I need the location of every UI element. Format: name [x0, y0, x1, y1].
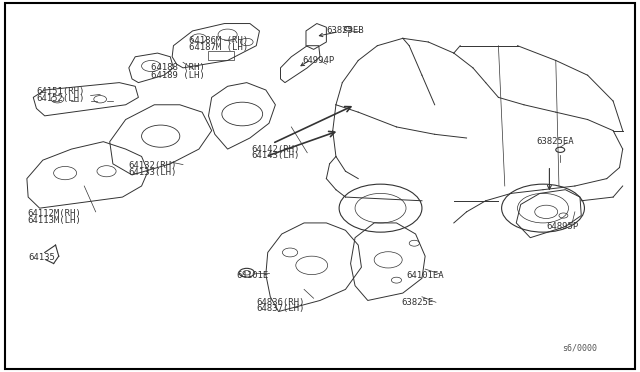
- Text: 64994P: 64994P: [302, 56, 335, 65]
- Text: 64142(RH): 64142(RH): [251, 145, 300, 154]
- Text: 64187M (LH): 64187M (LH): [189, 43, 248, 52]
- Text: 64133(LH): 64133(LH): [129, 168, 177, 177]
- Text: 64101EA: 64101EA: [406, 271, 444, 280]
- Text: 63825EA: 63825EA: [537, 137, 574, 146]
- Bar: [209, 51, 234, 61]
- Text: 64188 (RH): 64188 (RH): [151, 63, 205, 72]
- Text: 64112M(RH): 64112M(RH): [27, 209, 81, 218]
- Text: 64836(RH): 64836(RH): [256, 298, 305, 307]
- Text: 64135: 64135: [28, 253, 55, 263]
- Text: 64895P: 64895P: [546, 222, 579, 231]
- Text: 64151(RH): 64151(RH): [36, 87, 85, 96]
- Text: 64189 (LH): 64189 (LH): [151, 71, 205, 80]
- Text: 64837(LH): 64837(LH): [256, 304, 305, 314]
- Text: 64152(LH): 64152(LH): [36, 94, 85, 103]
- Text: 63825EB: 63825EB: [326, 26, 364, 35]
- Text: 63825E: 63825E: [401, 298, 434, 307]
- Text: 64186M (RH): 64186M (RH): [189, 36, 248, 45]
- Text: 64101E: 64101E: [236, 271, 268, 280]
- Text: 64132(RH): 64132(RH): [129, 161, 177, 170]
- Text: s6/0000: s6/0000: [562, 344, 597, 353]
- Text: 64143(LH): 64143(LH): [251, 151, 300, 160]
- Text: 64113M(LH): 64113M(LH): [27, 216, 81, 225]
